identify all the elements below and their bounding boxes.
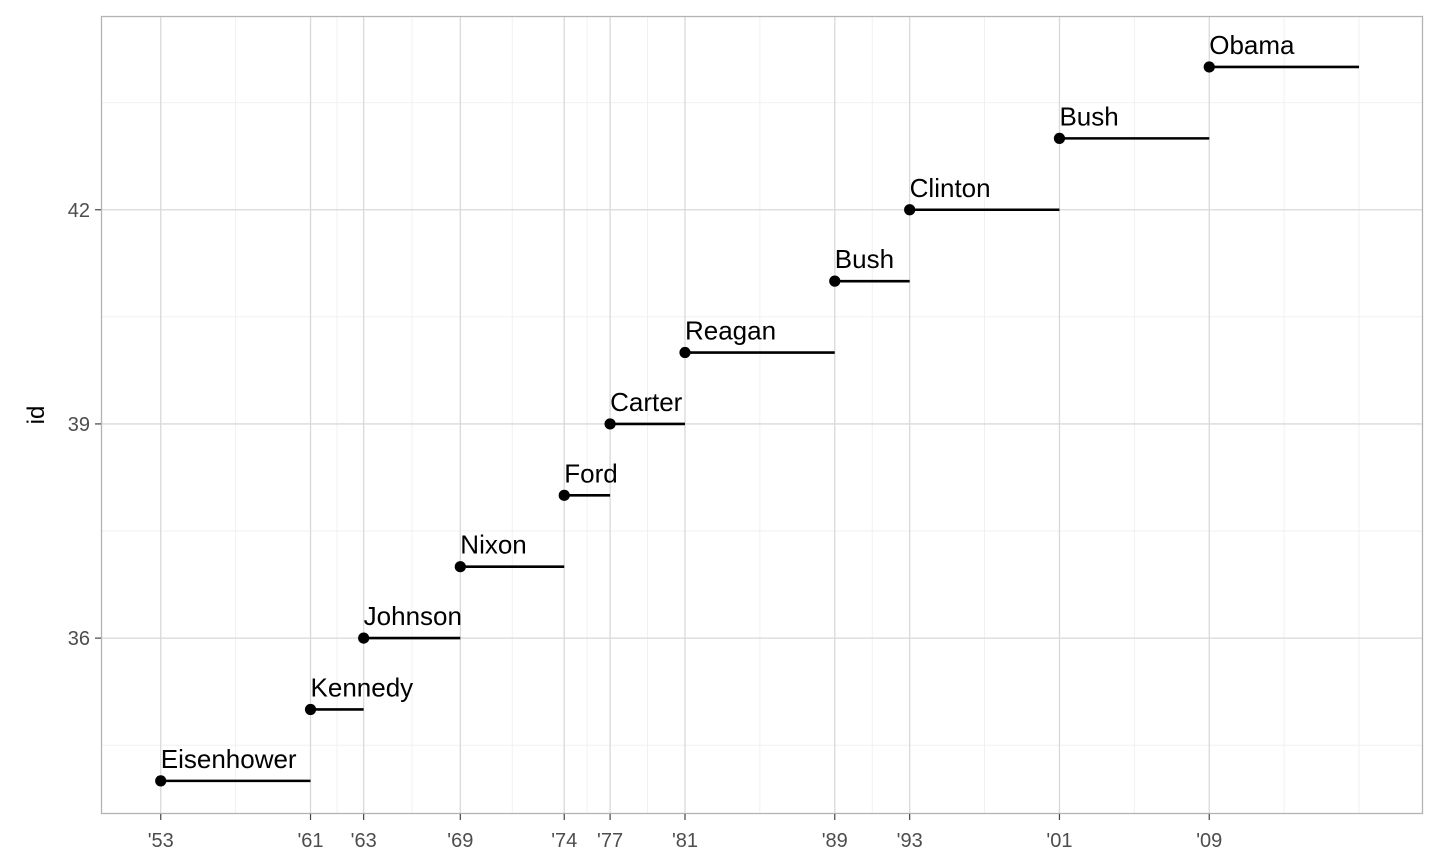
president-label: Eisenhower <box>161 744 297 774</box>
x-tick-label: '63 <box>351 830 377 852</box>
x-tick-label: '81 <box>672 830 698 852</box>
x-tick-label: '61 <box>297 830 323 852</box>
x-tick-label: '74 <box>551 830 577 852</box>
term-start-point <box>358 632 370 644</box>
x-tick-label: '77 <box>597 830 623 852</box>
y-axis: 36 39 42 <box>68 200 101 650</box>
minor-gridlines <box>102 17 1422 813</box>
term-start-point <box>454 561 466 573</box>
x-tick-label: '09 <box>1196 830 1222 852</box>
term-start-point <box>1203 61 1215 73</box>
term-labels: Eisenhower Kennedy Johnson Nixon Ford Carter R… <box>161 30 1295 774</box>
term-start-point <box>155 775 167 787</box>
plot-panel-border <box>100 15 1424 815</box>
x-tick-label: '69 <box>447 830 473 852</box>
y-tick-label: 42 <box>68 200 90 222</box>
y-axis-title: id <box>23 406 50 425</box>
y-tick-label: 36 <box>68 628 90 650</box>
x-tick-label: '93 <box>897 830 923 852</box>
y-tick-label: 39 <box>68 414 90 436</box>
term-start-point <box>829 275 841 287</box>
president-label: Clinton <box>910 173 991 203</box>
x-axis: '53 '61 '63 '69 '74 '77 '81 '89 '93 '01 '09 <box>148 814 1222 852</box>
x-tick-label: '01 <box>1046 830 1072 852</box>
term-start-point <box>679 346 691 359</box>
president-label: Bush <box>1059 101 1118 131</box>
term-segments <box>160 65 1360 783</box>
president-label: Ford <box>564 458 617 488</box>
president-label: Reagan <box>685 316 776 346</box>
term-start-points <box>155 61 1215 787</box>
x-tick-label: '89 <box>822 830 848 852</box>
term-start-point <box>604 418 616 430</box>
president-label: Nixon <box>460 530 526 560</box>
president-label: Carter <box>610 387 683 417</box>
president-label: Obama <box>1209 30 1295 60</box>
term-start-point <box>558 489 570 501</box>
term-start-point <box>904 204 916 216</box>
major-gridlines <box>102 17 1422 813</box>
term-start-point <box>1053 132 1066 144</box>
x-tick-label: '53 <box>148 830 174 852</box>
term-start-point <box>304 703 317 716</box>
president-label: Kennedy <box>311 672 414 702</box>
president-label: Johnson <box>364 601 462 631</box>
president-label: Bush <box>835 244 894 274</box>
